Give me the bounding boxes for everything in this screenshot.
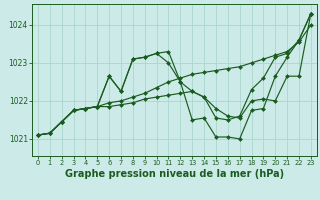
X-axis label: Graphe pression niveau de la mer (hPa): Graphe pression niveau de la mer (hPa) [65, 169, 284, 179]
